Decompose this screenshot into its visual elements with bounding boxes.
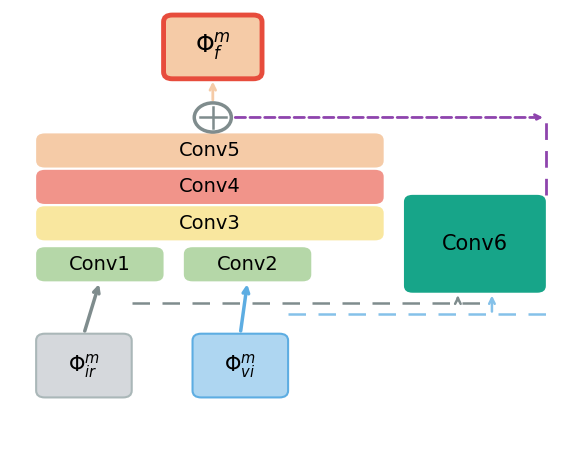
- FancyBboxPatch shape: [36, 334, 132, 398]
- FancyBboxPatch shape: [184, 247, 311, 281]
- FancyBboxPatch shape: [404, 195, 546, 293]
- FancyBboxPatch shape: [36, 206, 384, 240]
- Text: $\Phi_f^m$: $\Phi_f^m$: [195, 32, 230, 62]
- FancyBboxPatch shape: [36, 133, 384, 168]
- Text: Conv3: Conv3: [179, 214, 241, 233]
- Text: Conv4: Conv4: [179, 177, 241, 196]
- Text: Conv2: Conv2: [217, 255, 278, 274]
- Text: Conv6: Conv6: [442, 234, 508, 254]
- Text: Conv5: Conv5: [179, 141, 241, 160]
- FancyBboxPatch shape: [193, 334, 288, 398]
- Text: Conv1: Conv1: [69, 255, 131, 274]
- FancyBboxPatch shape: [164, 15, 262, 79]
- FancyBboxPatch shape: [36, 170, 384, 204]
- FancyBboxPatch shape: [36, 247, 164, 281]
- Text: $\Phi_{ir}^m$: $\Phi_{ir}^m$: [68, 352, 100, 380]
- Text: $\Phi_{vi}^m$: $\Phi_{vi}^m$: [225, 352, 256, 380]
